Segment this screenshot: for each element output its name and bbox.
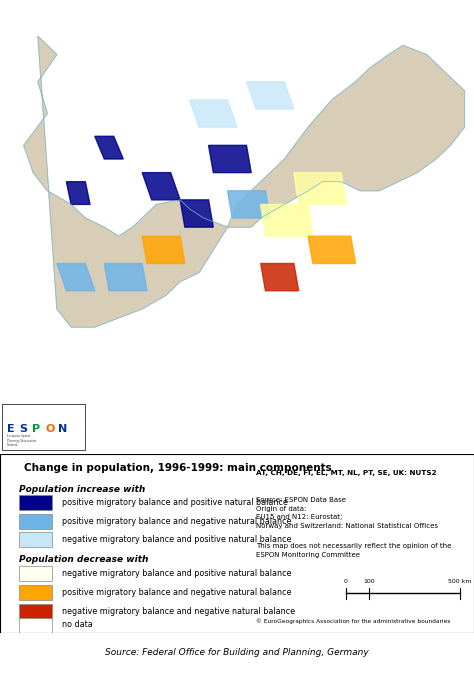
Text: negative migratory balance and positive natural balance: negative migratory balance and positive …: [62, 569, 291, 578]
Text: P: P: [32, 424, 40, 434]
Text: negative migratory balance and negative natural balance: negative migratory balance and negative …: [62, 607, 295, 616]
Text: 500 km: 500 km: [448, 579, 472, 584]
Text: S: S: [19, 424, 27, 434]
Bar: [19, 618, 52, 633]
Text: O: O: [45, 424, 55, 434]
Polygon shape: [246, 82, 294, 109]
Text: N: N: [58, 424, 68, 434]
Text: This map does not necessarily reflect the opinion of the
ESPON Monitoring Commit: This map does not necessarily reflect th…: [256, 544, 451, 558]
Polygon shape: [66, 182, 90, 205]
Polygon shape: [308, 236, 356, 264]
Polygon shape: [180, 200, 213, 227]
Bar: [19, 495, 52, 510]
Text: Source: ESPON Data Base
Origin of data:
EU15 and N12: Eurostat;
Norway and Switz: Source: ESPON Data Base Origin of data: …: [256, 497, 438, 528]
Text: Population increase with: Population increase with: [19, 485, 145, 493]
Bar: [19, 513, 52, 529]
Text: positive migratory balance and negative natural balance: positive migratory balance and negative …: [62, 588, 291, 597]
Bar: [19, 604, 52, 618]
Text: Source: Federal Office for Building and Planning, Germany: Source: Federal Office for Building and …: [105, 648, 369, 658]
Text: no data: no data: [62, 621, 92, 629]
Text: European Spatial
Planning Observation
Network: European Spatial Planning Observation Ne…: [7, 434, 36, 448]
Polygon shape: [104, 264, 147, 291]
Bar: [2, 404, 85, 450]
Text: E: E: [7, 424, 15, 434]
Polygon shape: [209, 145, 251, 173]
Bar: [19, 585, 52, 600]
Polygon shape: [261, 205, 313, 236]
Text: negative migratory balance and positive natural balance: negative migratory balance and positive …: [62, 536, 291, 544]
Text: 100: 100: [363, 579, 374, 584]
Polygon shape: [190, 100, 237, 127]
Text: Population decrease with: Population decrease with: [19, 555, 148, 564]
Bar: [19, 532, 52, 547]
Text: AT, CH, DE, FI, EL, MT, NL, PT, SE, UK: NUTS2: AT, CH, DE, FI, EL, MT, NL, PT, SE, UK: …: [256, 470, 437, 476]
Polygon shape: [142, 236, 185, 264]
Polygon shape: [24, 36, 465, 327]
Bar: [19, 566, 52, 581]
Polygon shape: [261, 264, 299, 291]
Polygon shape: [142, 173, 180, 200]
Polygon shape: [57, 264, 95, 291]
Polygon shape: [95, 137, 123, 159]
Text: © EuroGeographics Association for the administrative boundaries: © EuroGeographics Association for the ad…: [256, 618, 450, 624]
Polygon shape: [294, 173, 346, 205]
Text: positive migratory balance and positive natural balance: positive migratory balance and positive …: [62, 498, 288, 507]
Text: Change in population, 1996-1999: main components: Change in population, 1996-1999: main co…: [24, 463, 331, 473]
Text: positive migratory balance and negative natural balance: positive migratory balance and negative …: [62, 517, 291, 526]
Polygon shape: [228, 191, 270, 218]
Text: 0: 0: [344, 579, 348, 584]
